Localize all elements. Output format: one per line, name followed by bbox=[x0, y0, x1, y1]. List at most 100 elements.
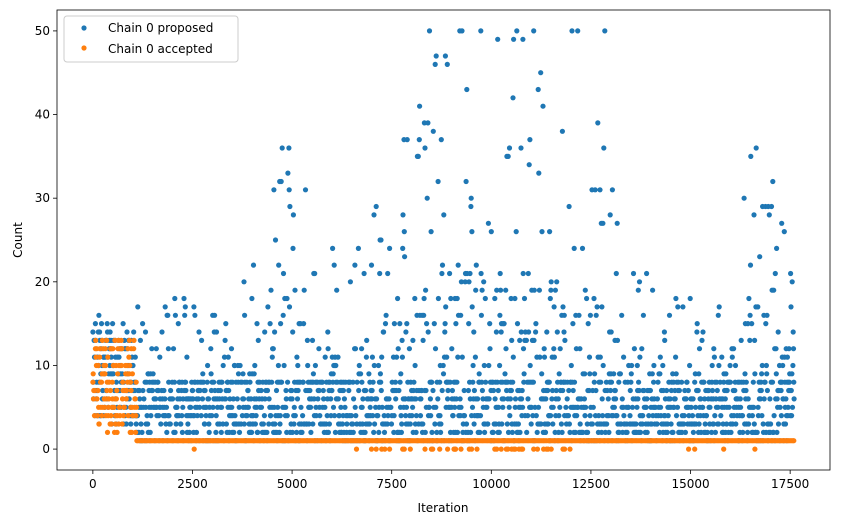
proposed-point bbox=[272, 421, 278, 427]
proposed-point bbox=[138, 421, 144, 427]
proposed-point bbox=[155, 379, 161, 385]
proposed-point bbox=[235, 371, 242, 377]
proposed-point bbox=[435, 178, 441, 185]
proposed-point bbox=[715, 312, 721, 318]
proposed-point bbox=[381, 429, 388, 435]
proposed-point bbox=[428, 229, 434, 235]
proposed-point bbox=[381, 413, 387, 419]
proposed-point bbox=[325, 329, 331, 335]
proposed-point bbox=[596, 413, 602, 419]
proposed-point bbox=[124, 329, 130, 335]
proposed-point bbox=[710, 421, 717, 427]
proposed-point bbox=[374, 396, 380, 402]
accepted-point bbox=[102, 346, 108, 352]
proposed-point bbox=[359, 404, 365, 410]
proposed-point bbox=[510, 36, 517, 42]
accepted-point bbox=[129, 371, 135, 377]
proposed-point bbox=[547, 229, 553, 235]
proposed-point bbox=[212, 312, 218, 318]
proposed-point bbox=[749, 413, 756, 419]
accepted-point bbox=[90, 371, 96, 377]
proposed-point bbox=[240, 371, 246, 377]
proposed-point bbox=[696, 371, 702, 377]
proposed-point bbox=[458, 312, 464, 318]
proposed-point bbox=[541, 346, 547, 352]
proposed-point bbox=[468, 429, 474, 435]
proposed-point bbox=[140, 387, 146, 394]
proposed-point bbox=[316, 346, 322, 352]
proposed-point bbox=[600, 413, 606, 419]
proposed-point bbox=[429, 429, 435, 435]
proposed-point bbox=[370, 413, 376, 419]
proposed-point bbox=[277, 413, 283, 419]
proposed-point bbox=[774, 396, 780, 402]
proposed-point bbox=[306, 421, 312, 427]
accepted-point bbox=[422, 446, 428, 452]
proposed-point bbox=[321, 396, 327, 402]
proposed-point bbox=[167, 421, 173, 427]
proposed-point bbox=[113, 379, 119, 385]
proposed-point bbox=[647, 387, 654, 394]
proposed-point bbox=[334, 287, 340, 293]
proposed-point bbox=[394, 354, 400, 360]
proposed-point bbox=[399, 354, 405, 360]
proposed-point bbox=[272, 329, 278, 335]
accepted-point bbox=[94, 396, 100, 402]
proposed-point bbox=[579, 245, 586, 251]
proposed-point bbox=[743, 387, 749, 394]
proposed-point bbox=[385, 413, 391, 419]
proposed-point bbox=[339, 421, 346, 427]
proposed-point bbox=[493, 329, 499, 335]
proposed-point bbox=[551, 354, 558, 360]
proposed-point bbox=[464, 86, 470, 93]
proposed-point bbox=[698, 396, 704, 402]
proposed-point bbox=[752, 371, 758, 377]
proposed-point bbox=[423, 387, 429, 394]
proposed-point bbox=[173, 421, 179, 427]
proposed-point bbox=[649, 371, 655, 377]
proposed-point bbox=[199, 337, 205, 343]
proposed-point bbox=[711, 346, 717, 352]
proposed-point bbox=[116, 354, 122, 360]
proposed-point bbox=[634, 362, 640, 369]
proposed-point bbox=[741, 195, 747, 201]
proposed-point bbox=[396, 387, 402, 394]
proposed-point bbox=[416, 137, 422, 143]
proposed-point bbox=[454, 429, 461, 435]
proposed-point bbox=[690, 396, 696, 402]
proposed-point bbox=[478, 270, 484, 277]
proposed-point bbox=[252, 421, 258, 427]
proposed-point bbox=[704, 429, 711, 435]
proposed-point bbox=[791, 379, 797, 385]
proposed-point bbox=[309, 337, 316, 343]
proposed-point bbox=[260, 421, 266, 427]
proposed-point bbox=[537, 354, 543, 360]
proposed-point bbox=[520, 346, 527, 352]
accepted-point bbox=[368, 446, 375, 452]
proposed-point bbox=[512, 404, 518, 410]
proposed-point bbox=[286, 304, 293, 310]
proposed-point bbox=[182, 304, 188, 310]
proposed-point bbox=[208, 346, 214, 352]
proposed-point bbox=[723, 371, 729, 377]
proposed-point bbox=[747, 337, 753, 343]
proposed-point bbox=[364, 337, 370, 343]
proposed-point bbox=[614, 413, 620, 419]
proposed-point bbox=[591, 295, 597, 302]
proposed-point bbox=[202, 387, 208, 394]
accepted-point bbox=[512, 446, 518, 452]
proposed-point bbox=[599, 396, 605, 402]
proposed-point bbox=[319, 379, 325, 385]
proposed-point bbox=[195, 396, 201, 402]
proposed-point bbox=[724, 421, 730, 427]
proposed-point bbox=[763, 321, 769, 327]
proposed-point bbox=[505, 153, 511, 159]
proposed-point bbox=[609, 187, 616, 193]
proposed-point bbox=[498, 329, 504, 335]
proposed-point bbox=[525, 270, 531, 277]
proposed-point bbox=[340, 387, 346, 394]
proposed-point bbox=[682, 429, 689, 435]
proposed-point bbox=[461, 413, 468, 419]
proposed-point bbox=[525, 396, 531, 402]
proposed-point bbox=[137, 337, 143, 343]
